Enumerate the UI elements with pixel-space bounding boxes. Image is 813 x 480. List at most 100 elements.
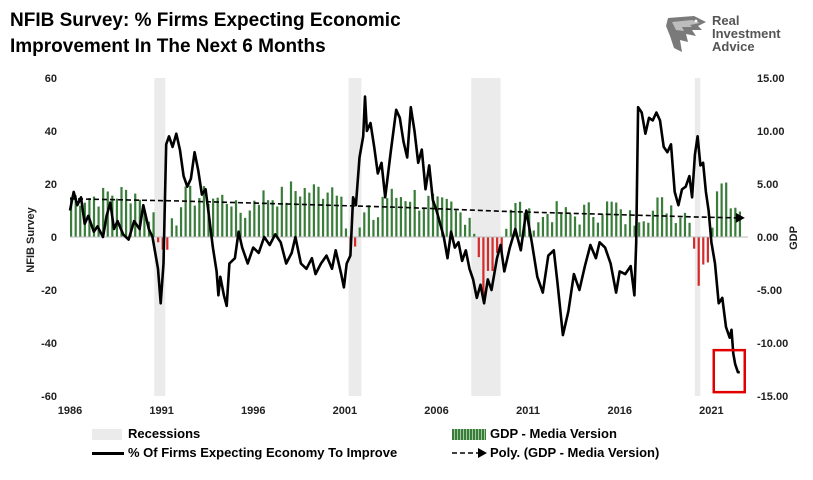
gdp-bar bbox=[248, 210, 251, 237]
gdp-bar bbox=[683, 212, 687, 237]
y2-tick-label: 0.00 bbox=[757, 232, 778, 244]
y-axis-right: 15.00 10.00 5.00 0.00 -5.00 -10.00 -15.00 bbox=[757, 73, 788, 403]
gdp-bar bbox=[605, 201, 609, 237]
gdp-bar bbox=[468, 217, 471, 237]
logo-line-1: Real bbox=[712, 13, 740, 28]
gdp-bar bbox=[175, 225, 178, 237]
gdp-bar bbox=[299, 196, 302, 237]
gdp-bar bbox=[79, 205, 82, 237]
x-tick-label: 1996 bbox=[241, 405, 265, 417]
highlight-box bbox=[712, 348, 747, 394]
gdp-bar bbox=[427, 195, 430, 237]
gdp-bar bbox=[395, 197, 398, 237]
gdp-bar bbox=[335, 195, 338, 237]
gdp-bars bbox=[70, 181, 742, 296]
gdp-bar bbox=[670, 205, 673, 237]
gdp-bar bbox=[564, 207, 567, 237]
gdp-bar bbox=[491, 237, 494, 271]
gdp-bar bbox=[216, 197, 219, 237]
gdp-bar bbox=[674, 223, 677, 237]
gdp-bar bbox=[193, 205, 196, 237]
gdp-bar bbox=[651, 210, 654, 237]
gdp-bar bbox=[628, 210, 632, 237]
gdp-bar bbox=[610, 201, 613, 237]
gdp-bar bbox=[303, 187, 306, 237]
gdp-bar bbox=[312, 184, 315, 237]
gdp-bar bbox=[537, 222, 540, 237]
gdp-bar bbox=[124, 189, 128, 237]
gdp-bar bbox=[656, 197, 659, 237]
legend-gdp: GDP - Media Version bbox=[490, 426, 617, 441]
gdp-bar bbox=[551, 222, 554, 237]
gdp-bar bbox=[225, 203, 228, 237]
gdp-bar bbox=[289, 181, 293, 237]
gdp-bar bbox=[198, 198, 201, 237]
legend-survey: % Of Firms Expecting Economy To Improve bbox=[128, 445, 398, 460]
eagle-icon bbox=[666, 16, 706, 52]
x-tick-label: 2006 bbox=[424, 405, 448, 417]
y2-tick-label: 10.00 bbox=[757, 126, 785, 138]
gdp-bar bbox=[734, 207, 737, 237]
y-axis-label: NFIB Survey bbox=[25, 206, 37, 272]
gdp-bar bbox=[166, 237, 169, 250]
gdp-bar bbox=[679, 217, 682, 237]
gdp-bar bbox=[409, 201, 412, 237]
gdp-bar bbox=[358, 227, 361, 237]
gdp-bar bbox=[418, 210, 421, 237]
y2-tick-label: -15.00 bbox=[757, 391, 788, 403]
gdp-bar bbox=[505, 228, 508, 237]
gdp-bar bbox=[189, 185, 192, 237]
y-tick-label: 20 bbox=[45, 179, 57, 191]
gdp-bar bbox=[473, 233, 476, 237]
gdp-bar bbox=[583, 204, 586, 237]
gdp-bar bbox=[115, 198, 119, 237]
y-tick-label: -20 bbox=[41, 285, 57, 297]
gdp-bar bbox=[294, 191, 297, 237]
gdp-bar bbox=[496, 237, 499, 253]
gdp-bar bbox=[431, 193, 435, 237]
gdp-bar bbox=[212, 198, 215, 237]
gdp-bar bbox=[693, 237, 696, 249]
gdp-bar bbox=[619, 209, 622, 237]
gdp-bar bbox=[546, 213, 549, 237]
gdp-bar bbox=[102, 187, 105, 237]
gdp-bar bbox=[381, 196, 384, 237]
gdp-bar bbox=[404, 201, 407, 237]
legend-swatch-poly bbox=[452, 448, 487, 458]
legend-poly: Poly. (GDP - Media Version) bbox=[490, 445, 660, 460]
gdp-bar bbox=[638, 222, 641, 237]
gdp-bar bbox=[230, 206, 233, 237]
y2-tick-label: 15.00 bbox=[757, 73, 785, 85]
gdp-bar bbox=[725, 182, 728, 237]
legend-swatch-recessions bbox=[92, 429, 122, 440]
gdp-bar bbox=[390, 188, 393, 237]
gdp-bar bbox=[560, 213, 563, 237]
gdp-bar bbox=[386, 198, 389, 237]
x-tick-label: 1986 bbox=[58, 405, 82, 417]
gdp-bar bbox=[514, 202, 517, 237]
x-tick-label: 2021 bbox=[699, 405, 723, 417]
gdp-bar bbox=[569, 213, 572, 237]
x-tick-label: 2011 bbox=[516, 405, 540, 417]
legend-recessions: Recessions bbox=[128, 426, 201, 441]
gdp-bar bbox=[413, 189, 416, 237]
gdp-bar bbox=[244, 217, 247, 237]
x-tick-label: 2016 bbox=[607, 405, 631, 417]
gdp-bar bbox=[601, 214, 604, 237]
gdp-bar bbox=[541, 216, 545, 237]
gdp-bar bbox=[532, 230, 535, 237]
gdp-bar bbox=[221, 194, 224, 237]
gdp-bar bbox=[317, 186, 320, 237]
gdp-bar bbox=[477, 237, 480, 258]
gdp-bar bbox=[354, 237, 357, 247]
gdp-bar bbox=[573, 216, 577, 237]
gdp-bar bbox=[706, 237, 709, 263]
y-tick-label: -40 bbox=[41, 338, 57, 350]
gdp-bar bbox=[665, 213, 668, 237]
legend-swatch-gdp bbox=[452, 429, 486, 440]
gdp-bar bbox=[633, 225, 636, 237]
gdp-bar bbox=[715, 191, 719, 237]
gdp-bar bbox=[179, 207, 183, 237]
gdp-bar bbox=[74, 195, 77, 237]
gdp-bar bbox=[285, 202, 288, 237]
